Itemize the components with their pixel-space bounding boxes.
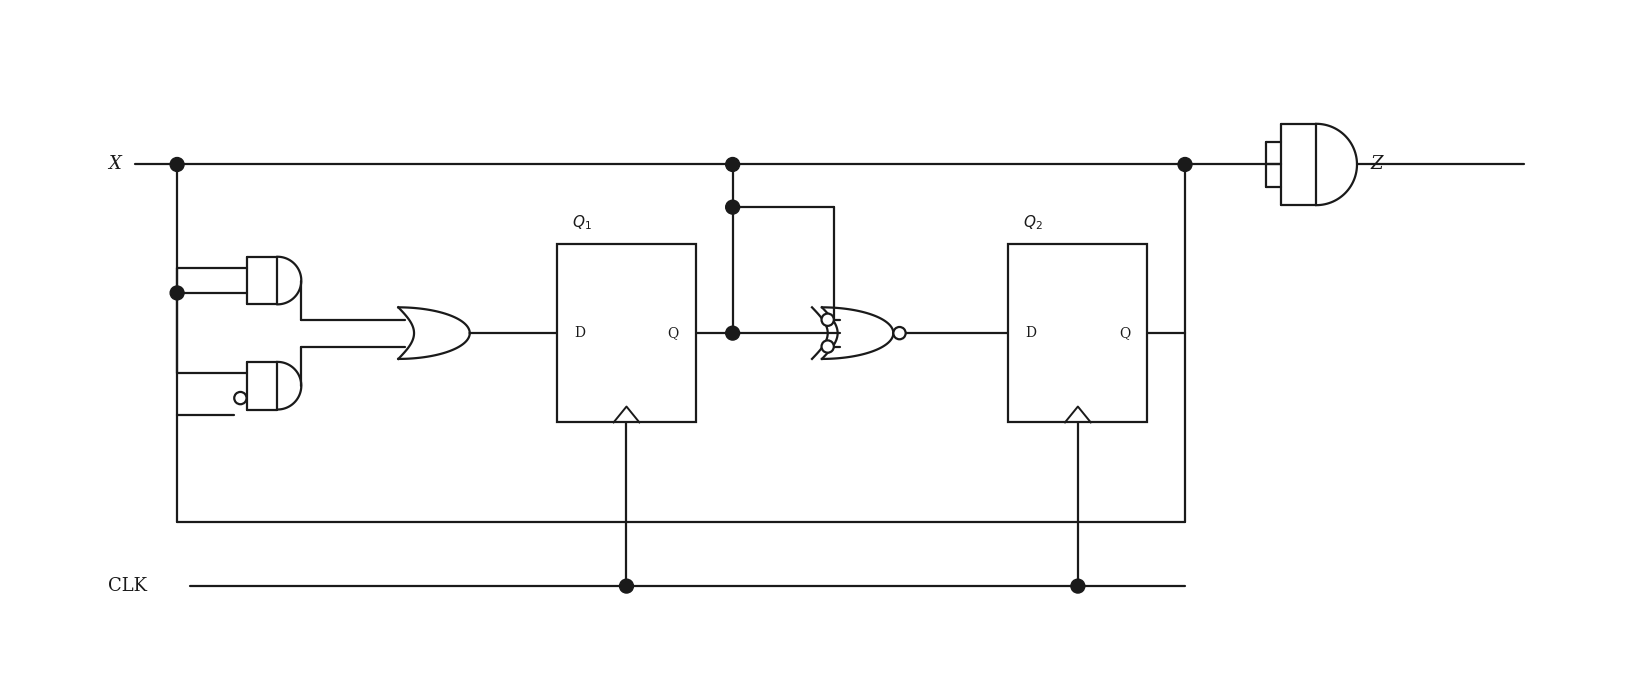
Circle shape bbox=[619, 579, 634, 593]
Circle shape bbox=[1178, 158, 1193, 172]
Text: D: D bbox=[1025, 326, 1037, 340]
Circle shape bbox=[171, 286, 184, 300]
Text: Z: Z bbox=[1372, 156, 1383, 174]
FancyBboxPatch shape bbox=[1009, 244, 1147, 422]
Text: X: X bbox=[107, 156, 120, 174]
Circle shape bbox=[726, 158, 739, 172]
Circle shape bbox=[171, 158, 184, 172]
Text: $Q_1$: $Q_1$ bbox=[572, 214, 592, 232]
Circle shape bbox=[822, 341, 834, 352]
Circle shape bbox=[894, 327, 905, 339]
Text: CLK: CLK bbox=[107, 577, 146, 595]
Circle shape bbox=[726, 200, 739, 214]
FancyBboxPatch shape bbox=[557, 244, 696, 422]
Circle shape bbox=[234, 392, 247, 404]
Text: Q: Q bbox=[1120, 326, 1129, 340]
Text: D: D bbox=[574, 326, 585, 340]
Circle shape bbox=[822, 313, 834, 326]
Circle shape bbox=[726, 326, 739, 340]
Circle shape bbox=[1071, 579, 1086, 593]
Text: $Q_2$: $Q_2$ bbox=[1024, 214, 1043, 232]
Text: Q: Q bbox=[668, 326, 679, 340]
